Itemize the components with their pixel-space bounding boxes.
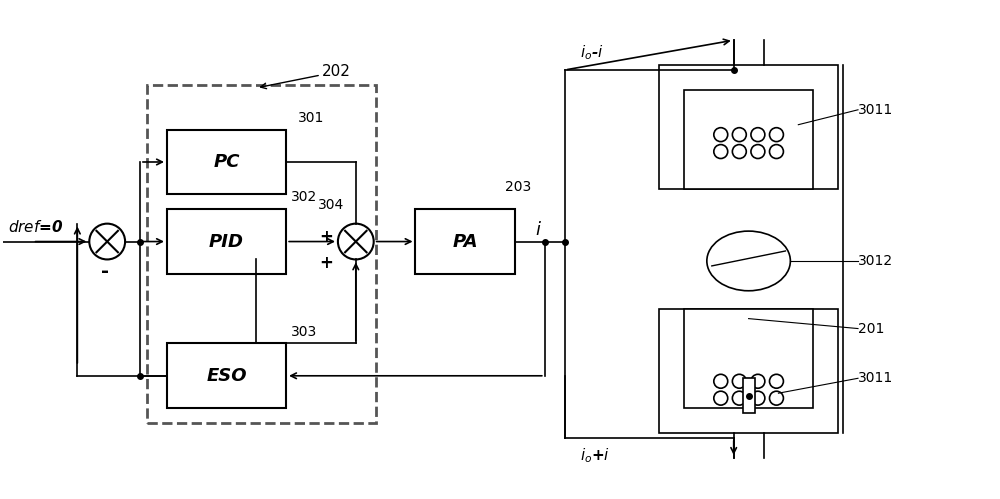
Ellipse shape bbox=[707, 231, 790, 291]
FancyBboxPatch shape bbox=[167, 130, 286, 194]
Text: 304: 304 bbox=[318, 198, 344, 212]
Text: $\mathit{dref}$=0: $\mathit{dref}$=0 bbox=[8, 219, 63, 235]
FancyBboxPatch shape bbox=[684, 90, 813, 189]
FancyBboxPatch shape bbox=[167, 209, 286, 274]
Text: -: - bbox=[101, 262, 109, 281]
Text: 301: 301 bbox=[298, 111, 325, 125]
Text: $\mathit{i_o}$-$\mathit{i}$: $\mathit{i_o}$-$\mathit{i}$ bbox=[580, 43, 603, 62]
FancyBboxPatch shape bbox=[659, 309, 838, 433]
Text: $\mathit{i_o}$+$\mathit{i}$: $\mathit{i_o}$+$\mathit{i}$ bbox=[580, 446, 610, 465]
Text: 3012: 3012 bbox=[858, 254, 893, 268]
Text: 201: 201 bbox=[858, 321, 884, 335]
Text: 202: 202 bbox=[321, 64, 350, 79]
Text: PID: PID bbox=[209, 233, 244, 250]
Text: +: + bbox=[319, 228, 333, 246]
FancyBboxPatch shape bbox=[415, 209, 515, 274]
Text: 203: 203 bbox=[505, 180, 531, 194]
FancyBboxPatch shape bbox=[684, 309, 813, 408]
Text: 3011: 3011 bbox=[858, 371, 893, 385]
Text: 303: 303 bbox=[291, 324, 317, 338]
FancyBboxPatch shape bbox=[659, 65, 838, 189]
Text: +: + bbox=[319, 254, 333, 272]
Text: ESO: ESO bbox=[206, 367, 247, 385]
Text: $\mathit{i}$: $\mathit{i}$ bbox=[535, 221, 542, 239]
FancyBboxPatch shape bbox=[167, 343, 286, 408]
Text: 302: 302 bbox=[291, 190, 317, 204]
Text: PA: PA bbox=[452, 233, 478, 250]
Text: 3011: 3011 bbox=[858, 103, 893, 117]
FancyBboxPatch shape bbox=[743, 378, 755, 413]
Text: PC: PC bbox=[213, 153, 240, 171]
